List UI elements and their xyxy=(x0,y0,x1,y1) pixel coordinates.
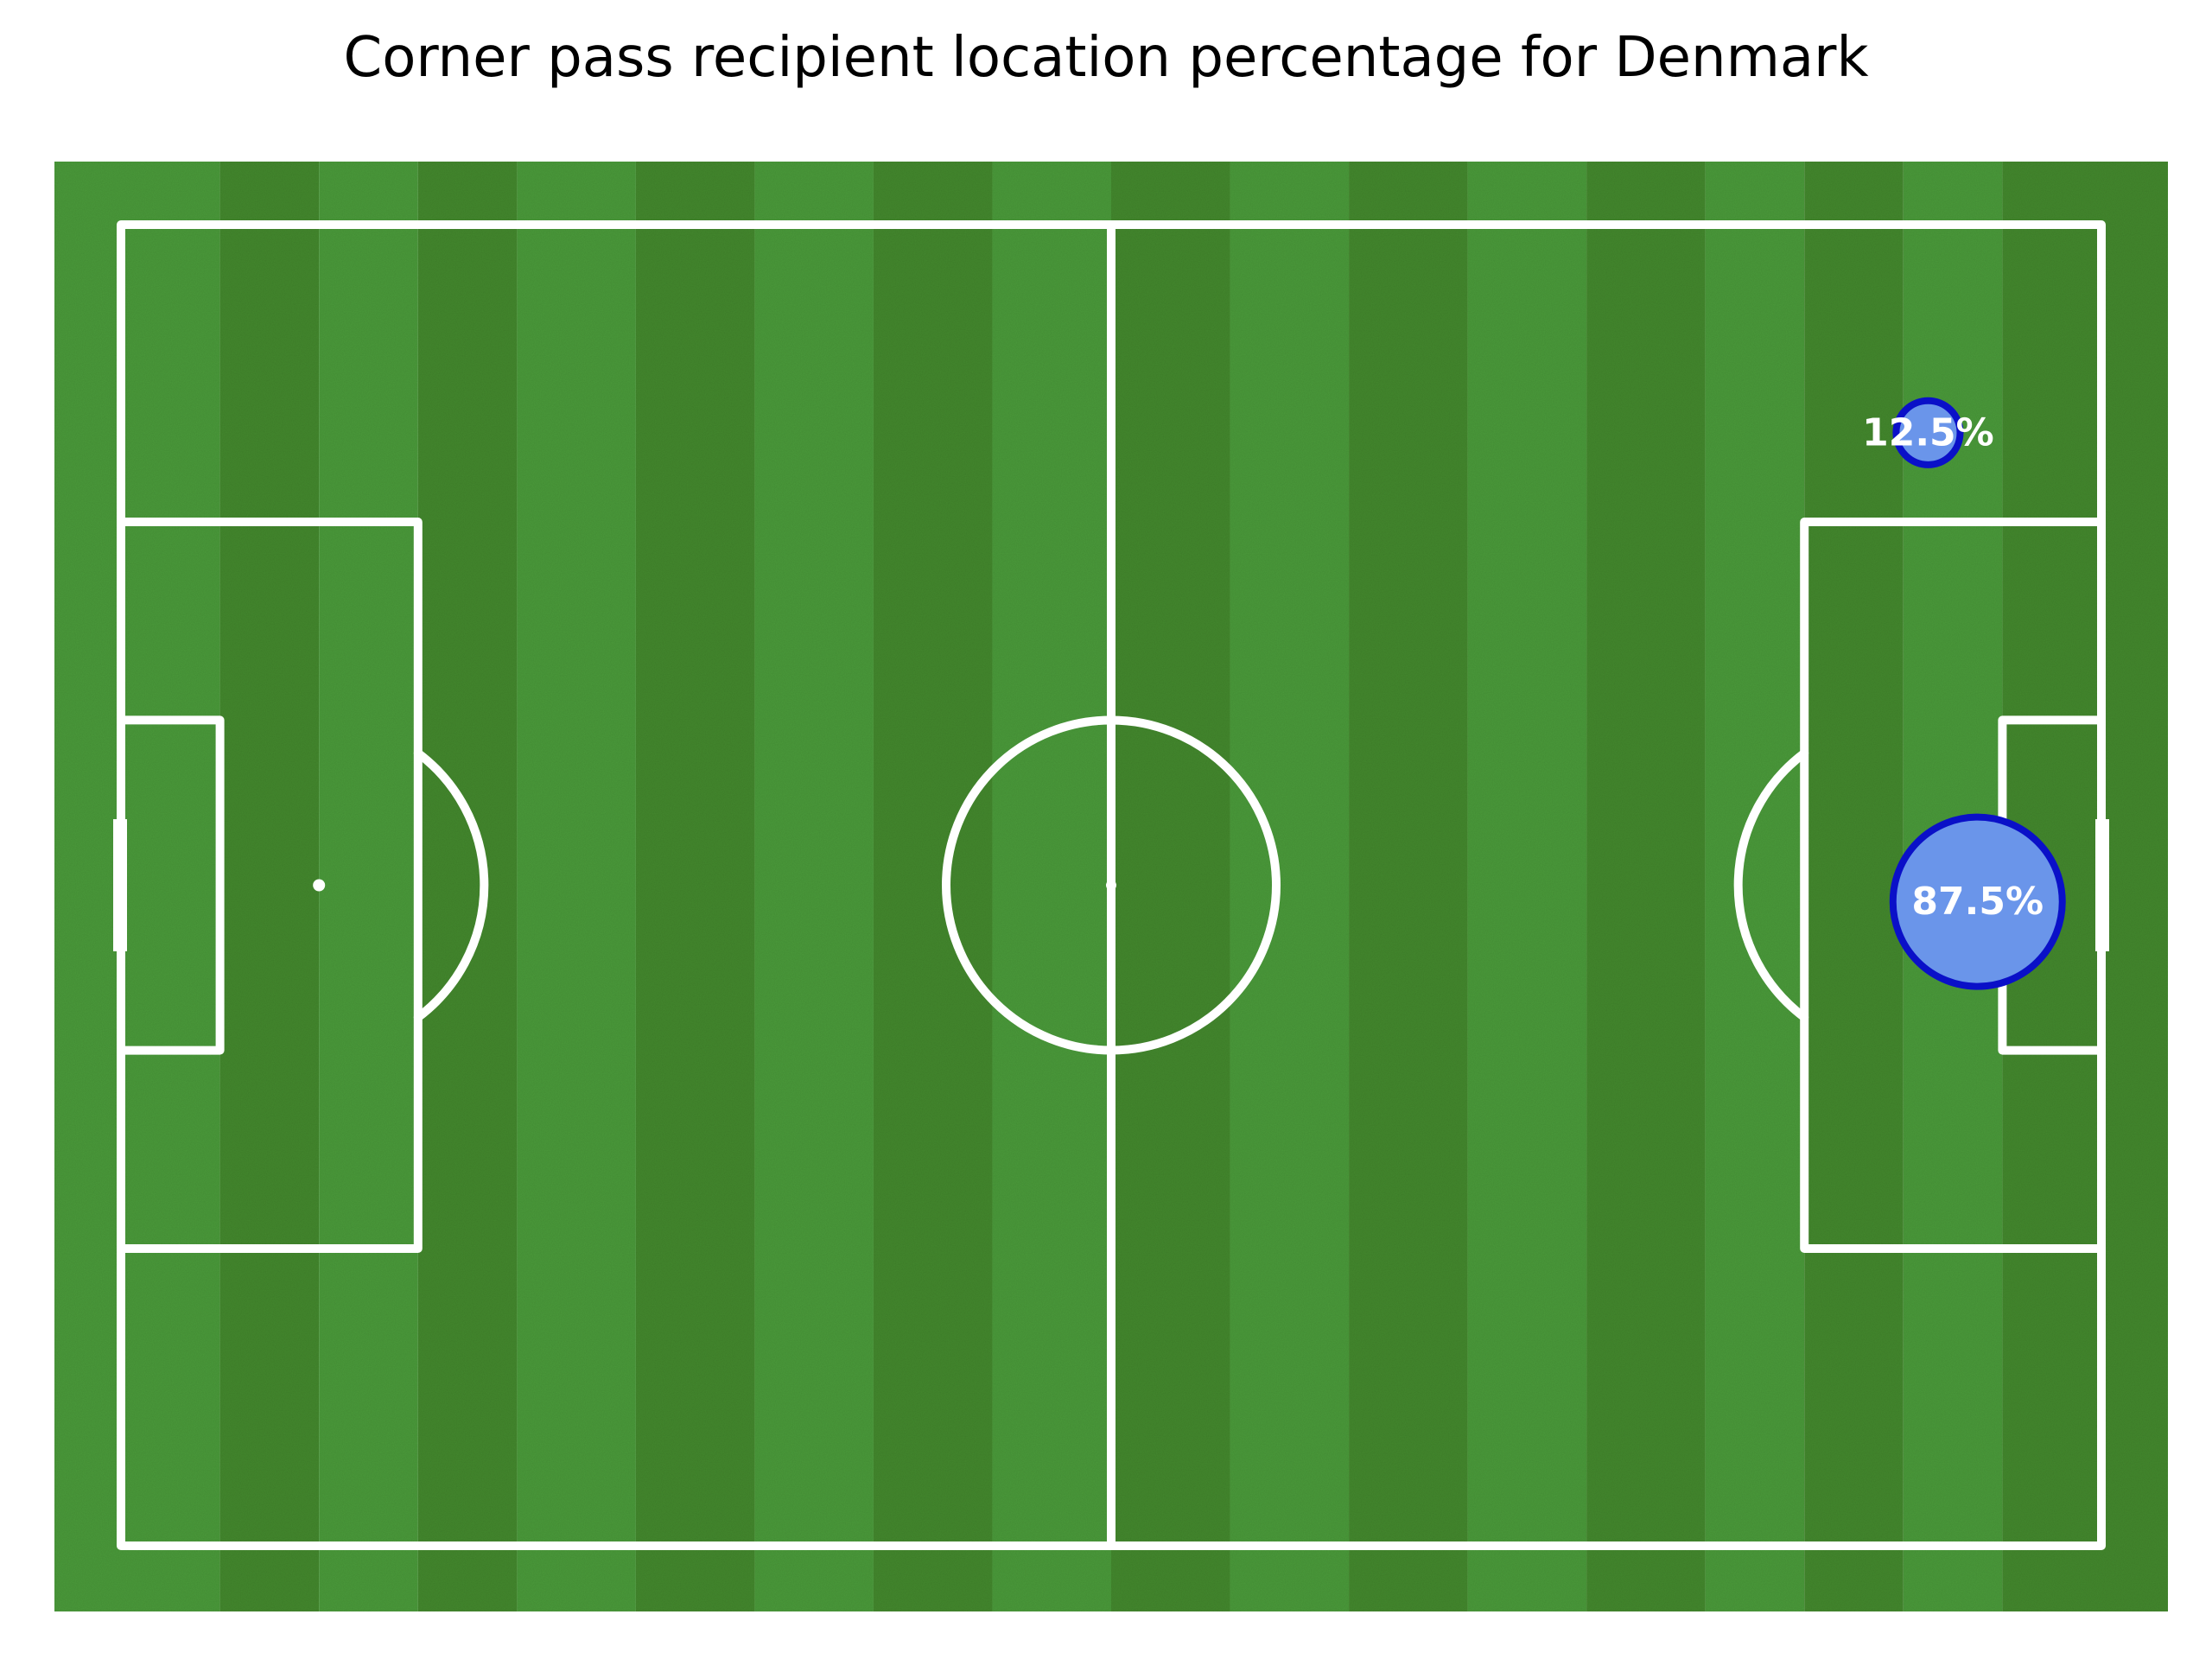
pitch-markings xyxy=(113,220,2109,1550)
pitch: 12.5% 87.5% xyxy=(54,162,2168,1611)
data-bubble xyxy=(1892,397,1964,468)
data-bubble xyxy=(1889,813,2066,990)
data-label: 87.5% xyxy=(1911,880,2044,924)
bubbles: 12.5% 87.5% xyxy=(1862,397,2066,990)
data-label: 12.5% xyxy=(1862,410,1994,454)
left-penalty-arc xyxy=(413,748,489,1022)
right-goal xyxy=(2095,819,2109,951)
center-circle xyxy=(942,715,1281,1055)
center-spot xyxy=(1106,880,1116,891)
pitch-svg: 12.5% 87.5% xyxy=(54,162,2168,1611)
left-goal xyxy=(113,819,127,951)
left-penalty-spot xyxy=(313,879,326,892)
right-penalty-arc xyxy=(1733,748,1809,1022)
chart-title: Corner pass recipient location percentag… xyxy=(343,26,1869,90)
